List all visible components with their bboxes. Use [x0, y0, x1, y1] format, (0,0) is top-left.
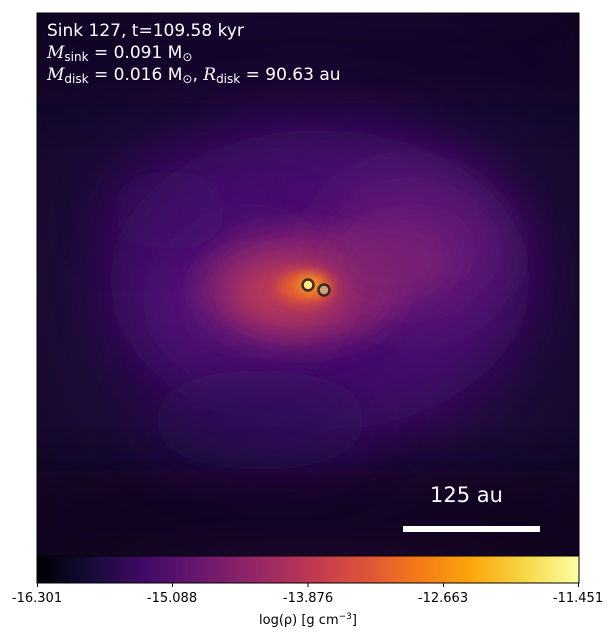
colorbar-tick-label: -16.301: [11, 591, 63, 606]
colorbar-label-exponent: −3: [338, 612, 352, 622]
sink-marker-primary: [301, 278, 315, 292]
colorbar-tick-label: -15.088: [146, 591, 198, 606]
disk-radius-subscript: disk: [216, 72, 241, 86]
colorbar-label-prefix: log(ρ) [g cm: [259, 613, 339, 628]
colorbar-label-suffix: ]: [351, 613, 357, 628]
disk-separator: ,: [192, 65, 204, 85]
disk-mass-unit: ⊙: [182, 72, 193, 86]
sink-marker-secondary: [317, 283, 331, 297]
sink-title: Sink 127, t=109.58 kyr: [47, 21, 244, 41]
density-image: [37, 13, 579, 556]
colorbar-tick-label: -13.876: [282, 591, 334, 606]
colorbar-tick-label: -12.663: [417, 591, 469, 606]
sink-mass-value: = 0.091 M: [88, 43, 183, 63]
sink-mass-subscript: sink: [64, 50, 89, 64]
colorbar: [36, 555, 580, 584]
disk-mass-symbol: M: [47, 65, 65, 85]
disk-radius-value: = 90.63 au: [240, 65, 341, 85]
disk-properties-label: Mdisk = 0.016 M⊙, Rdisk = 90.63 au: [47, 65, 341, 89]
colorbar-tick-label: -11.451: [552, 591, 604, 606]
scale-bar: [403, 526, 540, 532]
disk-mass-subscript: disk: [64, 72, 89, 86]
scale-bar-label: 125 au: [430, 483, 503, 507]
sink-mass-unit: ⊙: [182, 50, 193, 64]
sink-mass-symbol: M: [47, 43, 65, 63]
sink-mass-label: Msink = 0.091 M⊙: [47, 43, 192, 67]
colorbar-label: log(ρ) [g cm−3]: [259, 612, 357, 628]
colorbar-ticks: [37, 583, 579, 587]
disk-mass-value: = 0.016 M: [88, 65, 183, 85]
disk-radius-symbol: R: [203, 65, 217, 85]
